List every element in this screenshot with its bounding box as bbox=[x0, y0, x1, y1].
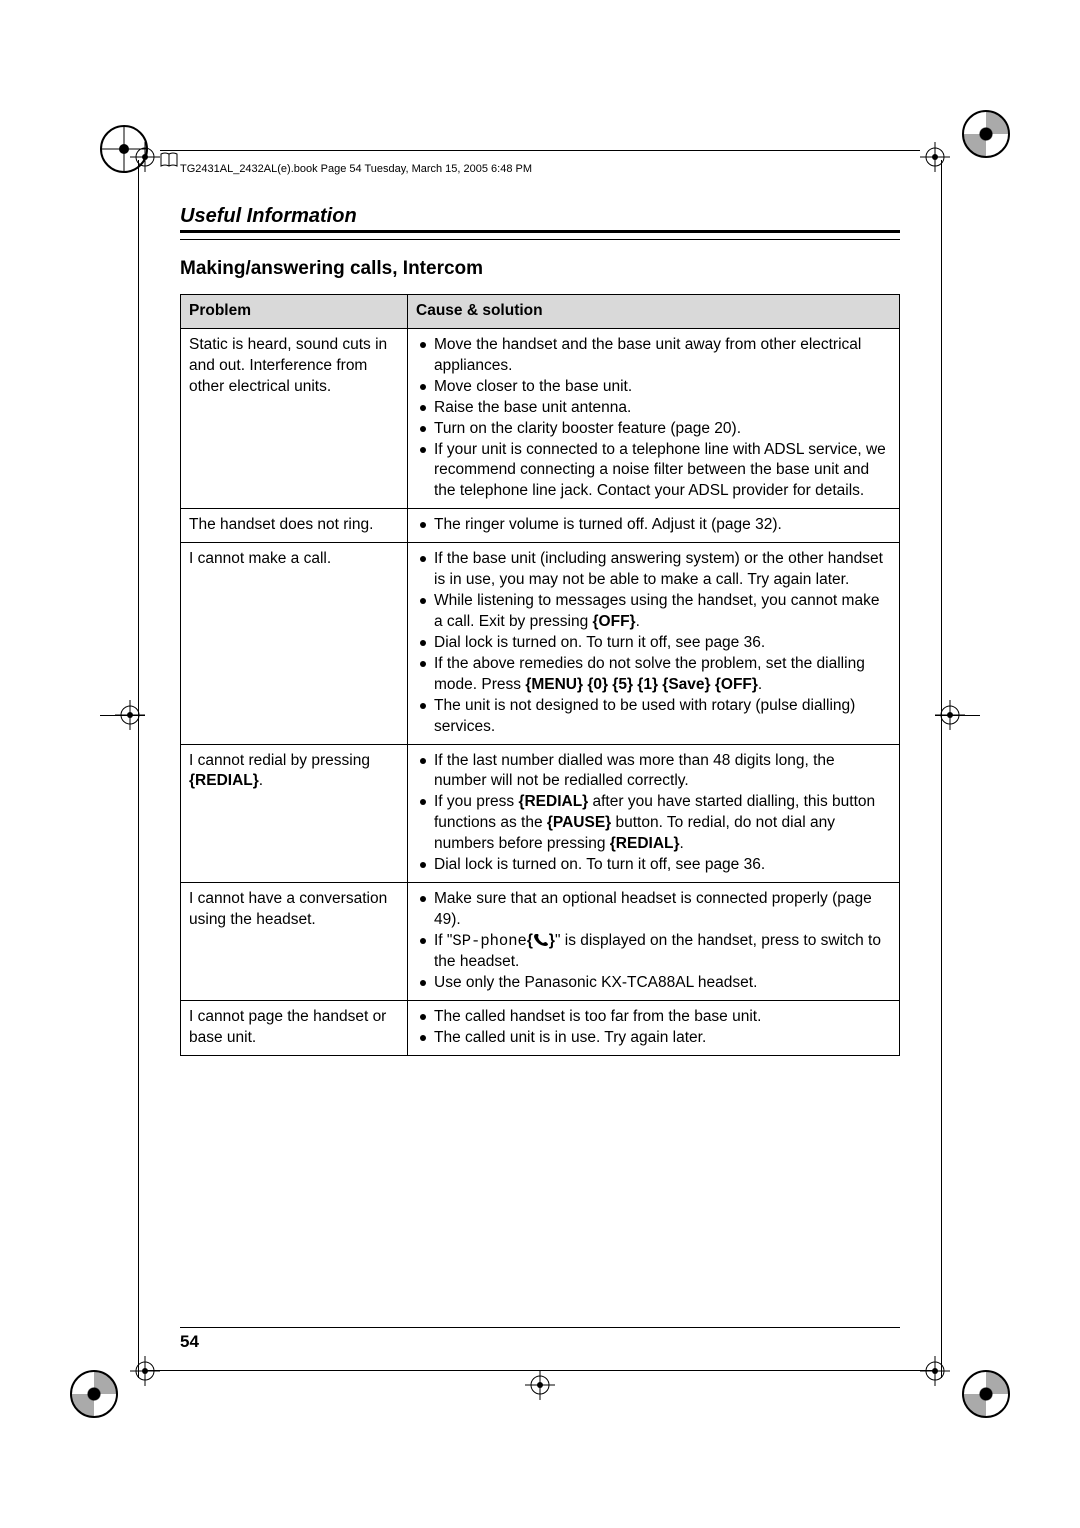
reg-guide bbox=[941, 160, 942, 720]
table-problem: I cannot redial by pressing {REDIAL}. bbox=[181, 744, 408, 883]
table-solution: Make sure that an optional headset is co… bbox=[408, 883, 900, 1001]
col-solution: Cause & solution bbox=[408, 295, 900, 329]
reg-mark-bot-center bbox=[525, 1370, 555, 1400]
sub-title: Making/answering calls, Intercom bbox=[180, 258, 900, 280]
table-problem: Static is heard, sound cuts in and out. … bbox=[181, 328, 408, 508]
reg-guide bbox=[138, 160, 139, 720]
spine-rule bbox=[160, 150, 920, 151]
reg-mark-right-bot bbox=[920, 1356, 950, 1386]
table-solution: The ringer volume is turned off. Adjust … bbox=[408, 509, 900, 543]
header-runner: TG2431AL_2432AL(e).book Page 54 Tuesday,… bbox=[180, 163, 254, 175]
rule bbox=[180, 239, 900, 240]
reg-guide bbox=[941, 720, 942, 1378]
table-solution: If the last number dialled was more than… bbox=[408, 744, 900, 883]
book-icon bbox=[160, 152, 178, 168]
crop-mark-tr bbox=[940, 110, 1010, 180]
reg-mark-right-top bbox=[920, 142, 950, 172]
crop-mark-br bbox=[940, 1348, 1010, 1418]
table-solution: The called handset is too far from the b… bbox=[408, 1000, 900, 1055]
reg-guide bbox=[145, 1370, 935, 1371]
section-title: Useful Information bbox=[180, 205, 900, 228]
table-problem: The handset does not ring. bbox=[181, 509, 408, 543]
table-problem: I cannot page the handset or base unit. bbox=[181, 1000, 408, 1055]
reg-mark-left-top bbox=[130, 142, 160, 172]
table-problem: I cannot make a call. bbox=[181, 543, 408, 744]
table-solution: Move the handset and the base unit away … bbox=[408, 328, 900, 508]
page-number: 54 bbox=[180, 1332, 199, 1352]
rule bbox=[180, 230, 900, 233]
table-solution: If the base unit (including answering sy… bbox=[408, 543, 900, 744]
reg-guide bbox=[138, 720, 139, 1378]
table-problem: I cannot have a conversation using the h… bbox=[181, 883, 408, 1001]
col-problem: Problem bbox=[181, 295, 408, 329]
reg-mark-left-bot bbox=[130, 1356, 160, 1386]
troubleshoot-table: Problem Cause & solution Static is heard… bbox=[180, 294, 900, 1056]
page-footer-rule bbox=[180, 1327, 900, 1328]
